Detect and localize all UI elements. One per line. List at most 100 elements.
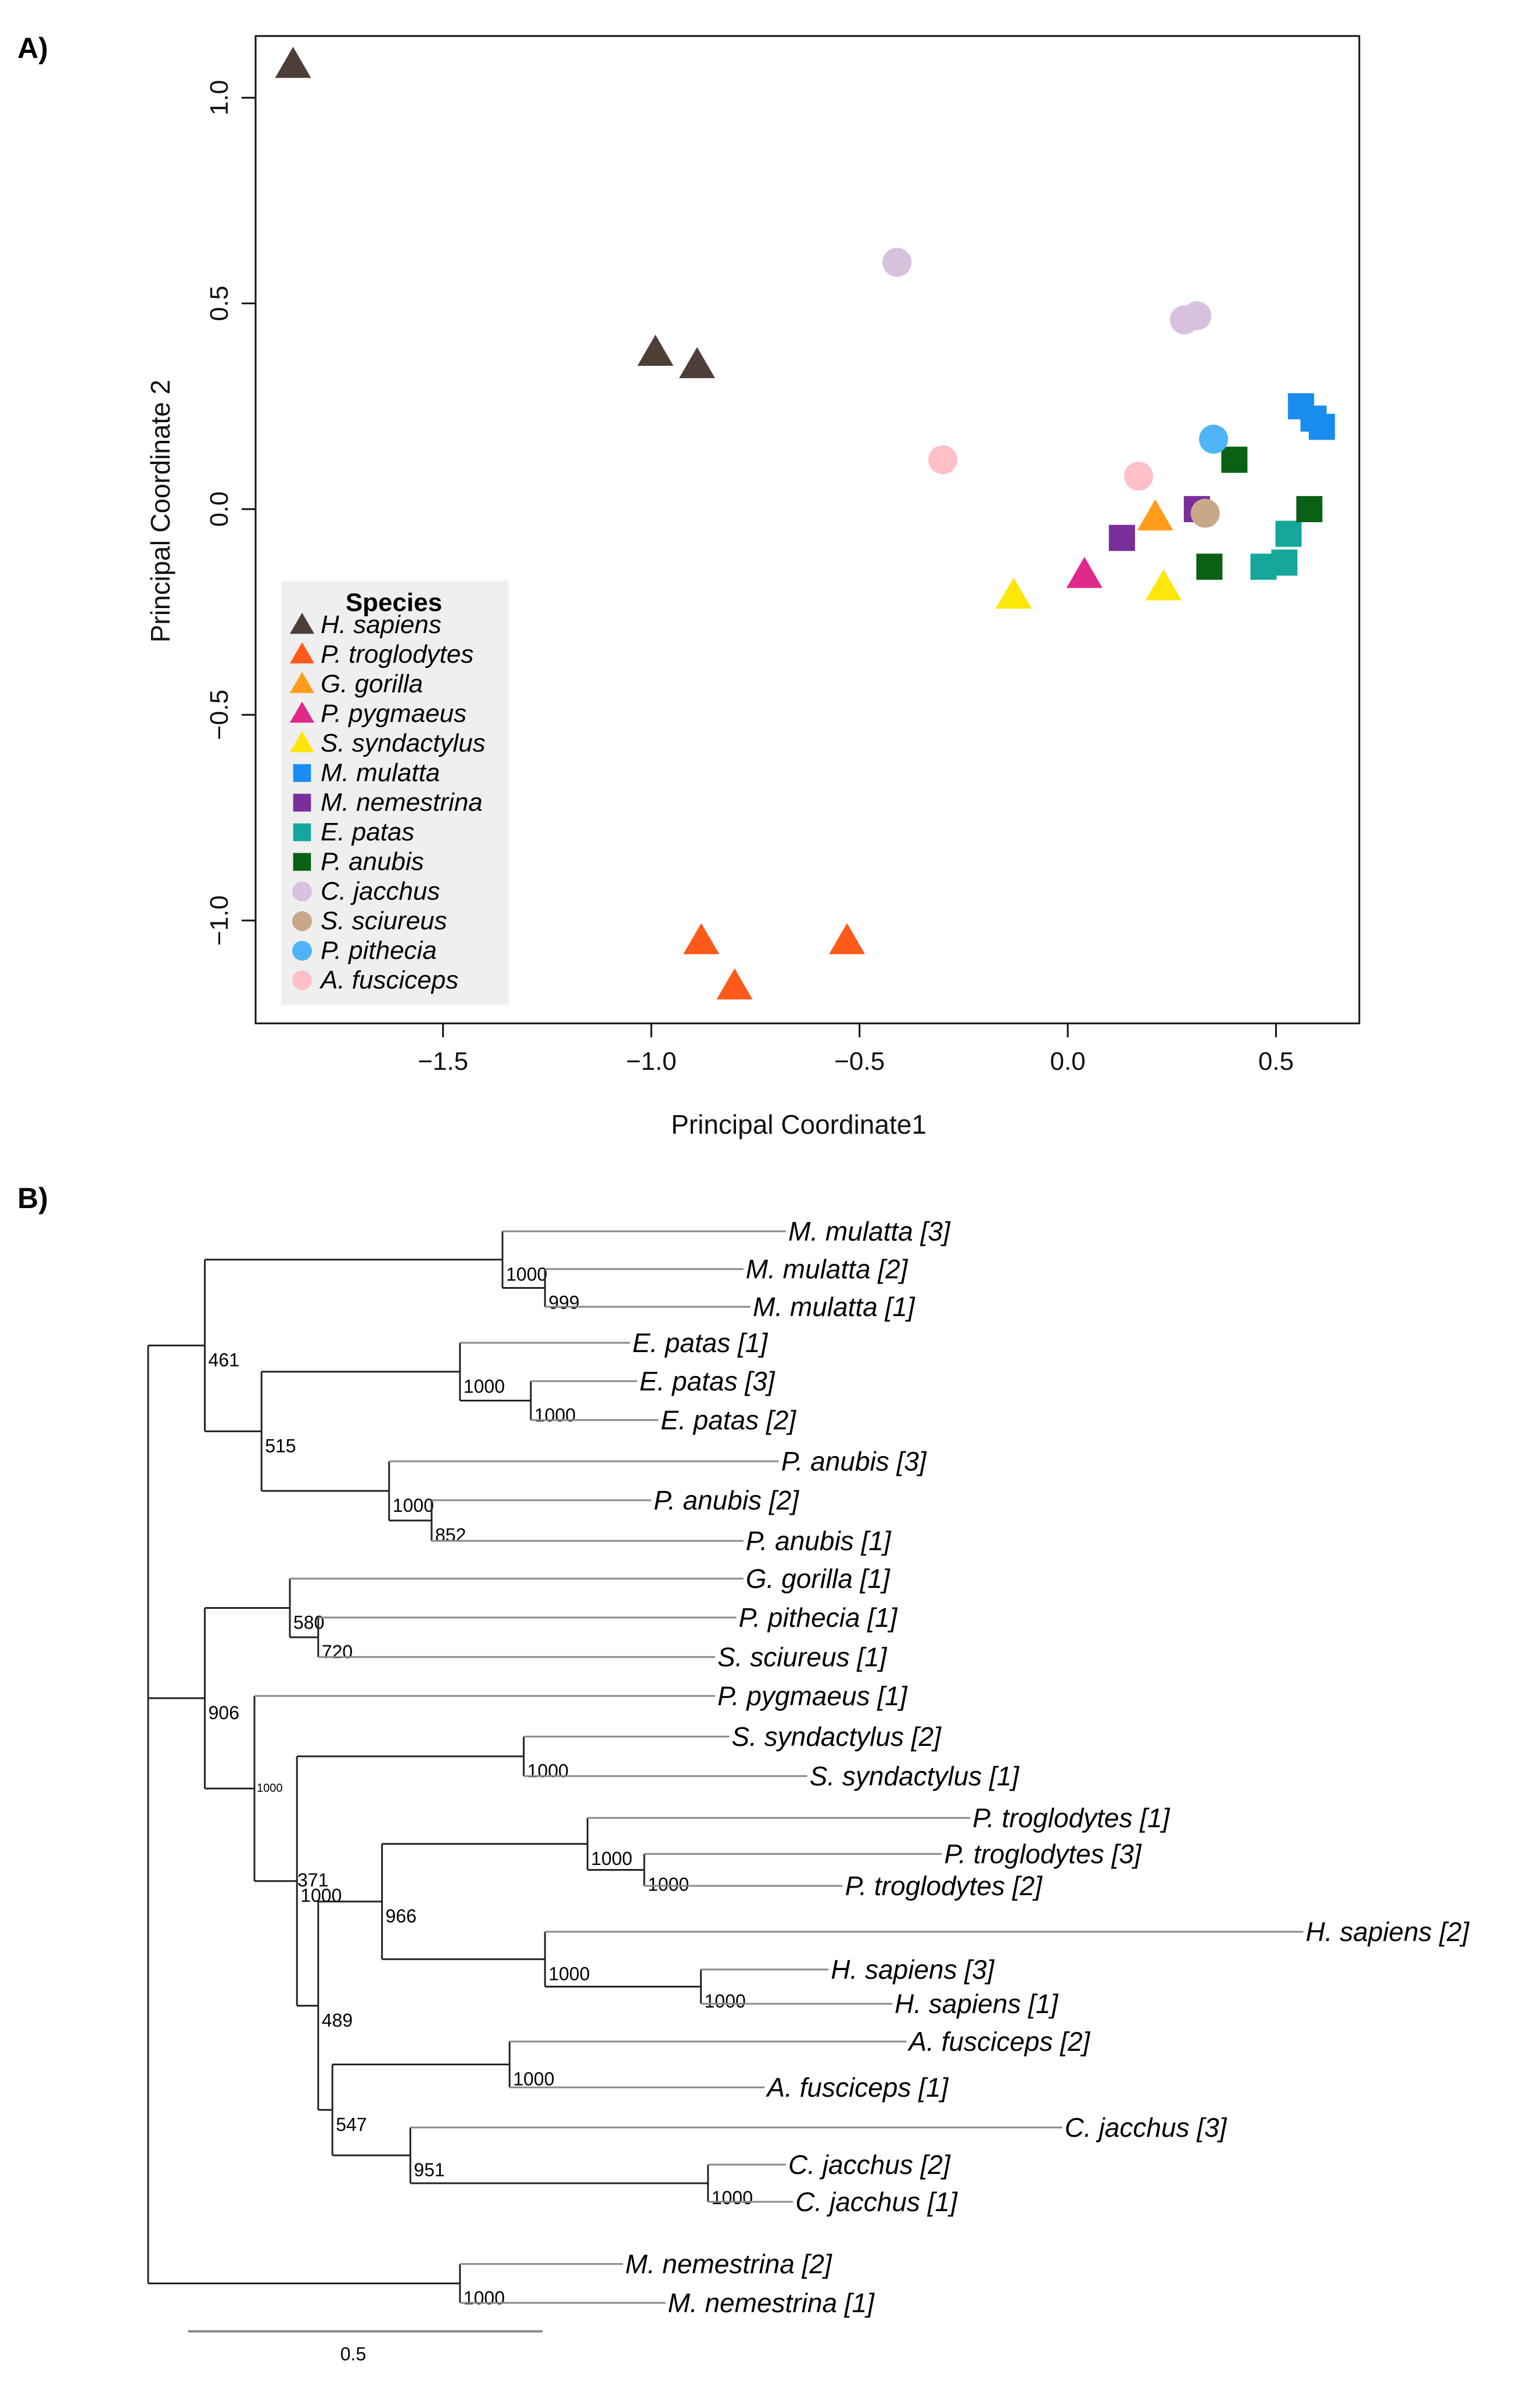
legend-box: [281, 581, 509, 1005]
legend-item-label: P. anubis: [321, 847, 424, 876]
x-tick-label: −1.5: [418, 1047, 468, 1076]
x-tick-label: −1.0: [626, 1047, 677, 1076]
legend-marker: [293, 764, 311, 782]
data-point: [1296, 496, 1323, 523]
data-point: [1108, 524, 1135, 551]
legend-marker: [292, 941, 312, 961]
tree-leaf-label: P. troglodytes [2]: [845, 1871, 1043, 1901]
bootstrap-value: 1000: [712, 2187, 753, 2208]
legend-item-label: C. jacchus: [321, 877, 440, 905]
data-point: [683, 923, 720, 954]
tree-leaf-label: P. anubis [3]: [781, 1446, 927, 1476]
bootstrap-value: 999: [548, 1292, 579, 1313]
x-tick-label: 0.0: [1050, 1047, 1086, 1076]
x-axis: −1.5 −1.0 −0.5 0.0 0.5: [418, 1022, 1294, 1076]
bootstrap-value: 966: [386, 1906, 417, 1927]
tree-leaf-label: H. sapiens [1]: [895, 1989, 1058, 2019]
y-tick-label: 1.0: [205, 80, 234, 116]
tree-leaf-label: C. jacchus [1]: [795, 2187, 958, 2217]
tree-leaf-label: M. mulatta [2]: [746, 1254, 909, 1284]
tree-leaf-label: S. sciureus [1]: [717, 1642, 888, 1672]
bootstrap-value: 1000: [534, 1405, 576, 1426]
phylogenetic-tree: 461 1000 M. mulatta [3] 999 M. mulatta [2] M.…: [147, 1216, 1470, 2318]
tree-leaf-label: M. nemestrina [1]: [668, 2288, 875, 2318]
data-point: [716, 968, 753, 1000]
tree-leaf-label: A. fusciceps [2]: [907, 2026, 1090, 2057]
legend-item-label: E. patas: [321, 818, 414, 846]
bootstrap-value: 1000: [705, 1991, 746, 2012]
y-axis: −1.0 −0.5 0.0 0.5 1.0: [205, 80, 257, 946]
bootstrap-value: 1000: [513, 2069, 554, 2090]
tree-leaf-label: E. patas [2]: [660, 1405, 796, 1435]
scale-bar: 0.5: [188, 2330, 543, 2364]
tree-leaf-label: E. patas [1]: [633, 1328, 769, 1358]
bootstrap-value: 371: [297, 1870, 328, 1891]
y-axis-label: Principal Coordinate 2: [145, 380, 175, 643]
tree-leaf-label: P. anubis [2]: [654, 1485, 799, 1515]
bootstrap-value: 1000: [393, 1495, 434, 1516]
data-point: [829, 923, 866, 954]
tree-leaf-label: M. mulatta [1]: [753, 1292, 916, 1322]
legend-item-label: P. pithecia: [321, 936, 437, 965]
bootstrap-value: 1000: [648, 1874, 689, 1895]
tree-leaf-label: S. syndactylus [2]: [731, 1721, 942, 1752]
bootstrap-value: 1000: [527, 1760, 569, 1781]
data-point: [637, 335, 674, 366]
tree-leaf-label: S. syndactylus [1]: [810, 1761, 1020, 1791]
tree-leaf-label: P. anubis [1]: [746, 1526, 892, 1556]
legend-title: Species: [346, 588, 442, 617]
legend-marker: [289, 671, 315, 693]
data-point: [995, 577, 1032, 609]
y-tick-label: 0.0: [205, 491, 234, 527]
bootstrap-value: 1000: [591, 1848, 632, 1869]
legend-item-label: S. sciureus: [321, 907, 447, 935]
tree-leaf-label: C. jacchus [3]: [1065, 2112, 1227, 2143]
y-tick-label: 0.5: [205, 286, 234, 321]
tree-leaf-label: P. pygmaeus [1]: [717, 1681, 908, 1711]
data-point: [1137, 499, 1173, 531]
bootstrap-value: 515: [265, 1435, 296, 1456]
tree-leaf-label: P. troglodytes [3]: [944, 1839, 1141, 1869]
y-tick-label: −1.0: [205, 895, 234, 946]
legend-marker: [292, 882, 312, 901]
legend-item-label: M. mulatta: [321, 759, 440, 787]
legend-item-label: H. sapiens: [321, 610, 441, 639]
bootstrap-value: 1000: [257, 1782, 283, 1795]
legend-marker: [293, 853, 311, 871]
legend-marker: [289, 612, 315, 634]
data-point: [1124, 461, 1153, 491]
scale-bar-label: 0.5: [340, 2344, 366, 2364]
tree-leaf-label: H. sapiens [2]: [1306, 1917, 1470, 1947]
data-point: [275, 46, 311, 78]
bootstrap-value: 852: [435, 1525, 466, 1546]
data-point: [1182, 301, 1212, 330]
legend-item-label: S. syndactylus: [321, 729, 486, 757]
legend-item-label: M. nemestrina: [321, 788, 483, 817]
legend-marker: [292, 911, 312, 931]
legend-marker: [292, 971, 312, 990]
panel-a-label: A): [17, 32, 48, 64]
bootstrap-value: 1000: [300, 1885, 342, 1906]
data-point: [1275, 520, 1302, 547]
tree-leaf-label: C. jacchus [2]: [788, 2150, 951, 2180]
scatter-plot: −1.5 −1.0 −0.5 0.0 0.5 −1.0 −0.5 0.0 0.5 1.0 Pri…: [145, 35, 1360, 1140]
data-point: [1146, 569, 1182, 601]
data-point: [1308, 414, 1335, 440]
legend-marker: [293, 793, 311, 812]
legend-item-label: A. fusciceps: [319, 966, 458, 994]
tree-leaf-label: P. troglodytes [1]: [972, 1803, 1170, 1833]
legend-marker: [289, 642, 315, 664]
data-point: [1199, 425, 1229, 454]
tree-leaf-label: M. nemestrina [2]: [625, 2249, 832, 2279]
legend-item-label: G. gorilla: [321, 670, 423, 698]
data-point: [679, 347, 715, 379]
data-point: [1221, 447, 1248, 473]
data-point: [1190, 498, 1220, 528]
tree-leaf-label: M. mulatta [3]: [788, 1216, 951, 1246]
x-tick-label: 0.5: [1258, 1047, 1294, 1076]
data-points: [275, 46, 1335, 1000]
panel-b-label: B): [17, 1182, 48, 1214]
data-point: [928, 445, 958, 475]
